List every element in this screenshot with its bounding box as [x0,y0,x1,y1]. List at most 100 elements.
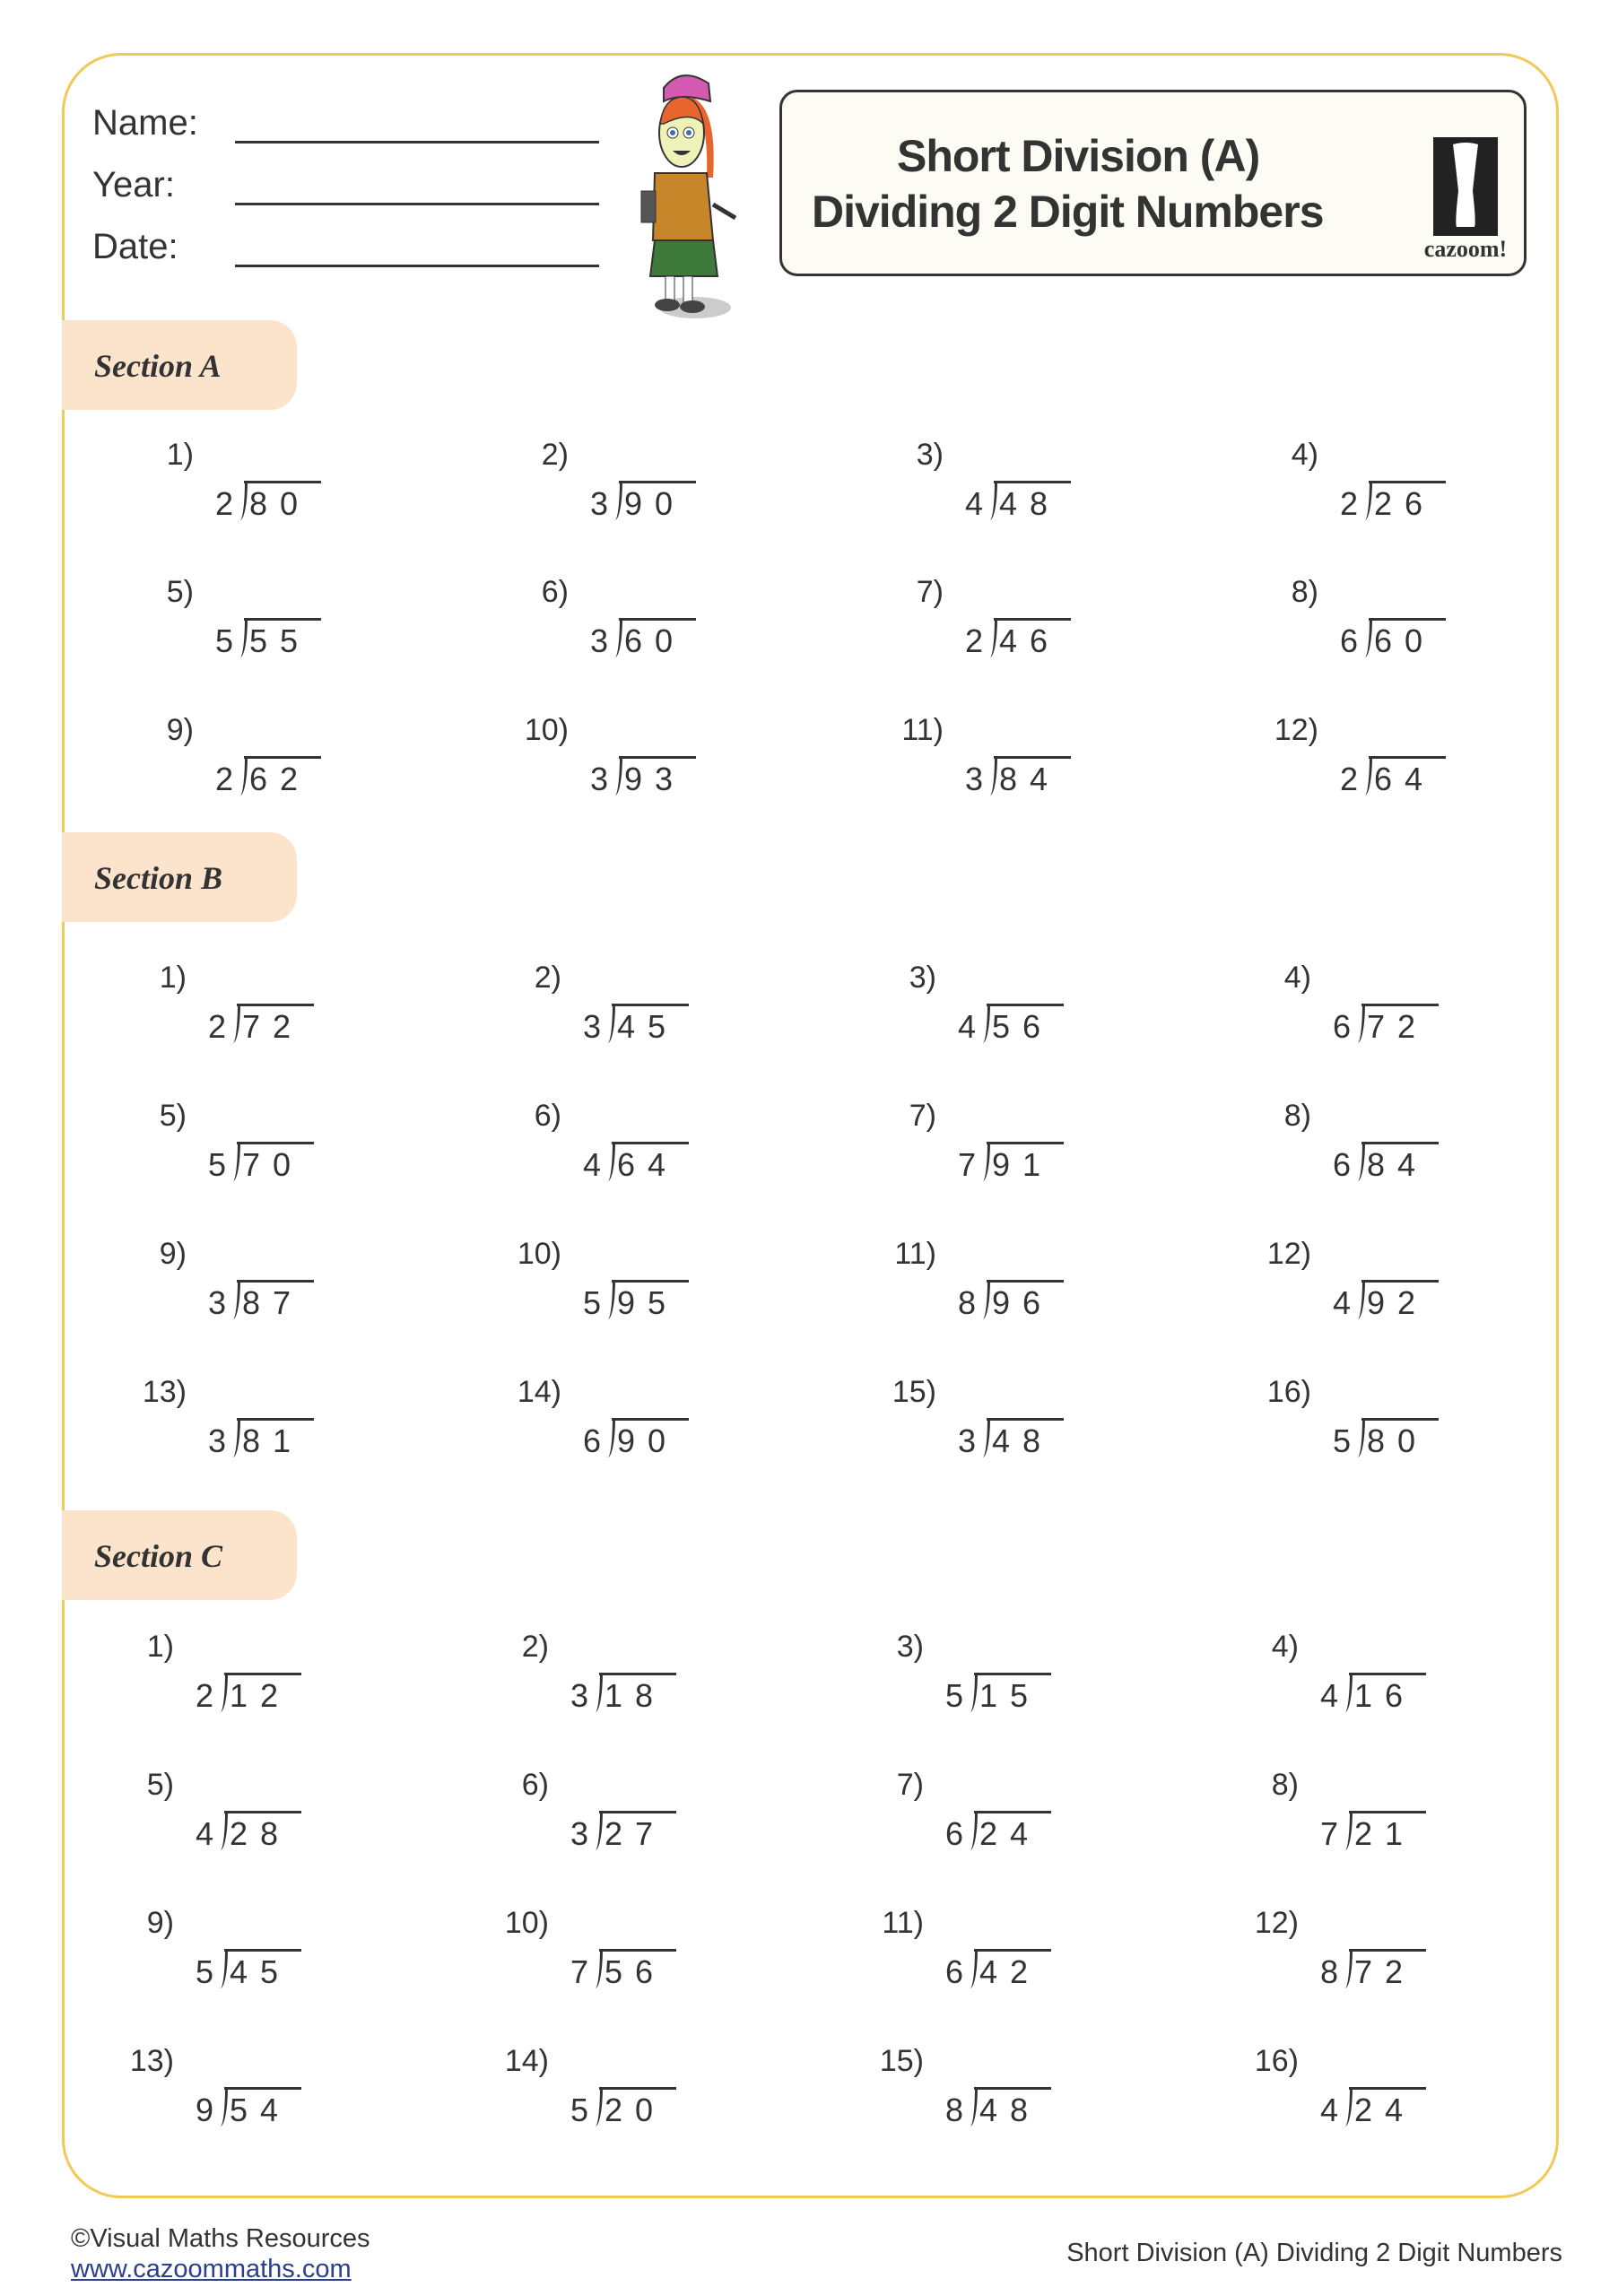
division-bar [1361,1004,1439,1006]
problem-number: 12) [1274,713,1318,747]
division-problem: 4) 2 26 [1265,438,1462,527]
dividend: 16 [1354,1677,1416,1714]
dividend: 80 [1367,1422,1429,1459]
division-bar [974,1811,1051,1813]
divisor: 3 [583,1008,602,1045]
divisor: 3 [590,485,609,522]
division-problem: 11) 3 84 [890,713,1087,803]
problem-number: 2) [541,438,569,472]
division-bracket [603,1418,615,1457]
problem-number: 2) [521,1630,549,1664]
division-bar [974,1949,1051,1952]
divisor: 3 [590,622,609,659]
footer-copyright: ©Visual Maths Resources [71,2224,370,2253]
division-problem: 5) 5 55 [140,575,337,665]
year-line[interactable] [235,203,599,205]
division-problem: 10) 3 93 [515,713,712,803]
dividend: 48 [979,2092,1041,2128]
division-bracket [1340,1811,1353,1850]
problem-number: 5) [146,1768,174,1802]
division-bracket [965,2087,978,2126]
problem-number: 11) [901,713,944,747]
divisor: 8 [945,2092,964,2128]
division-bracket [215,1673,228,1712]
division-bracket [235,481,248,520]
year-label: Year: [92,165,175,204]
problem-number: 11) [894,1237,936,1271]
dividend: 27 [605,1815,666,1852]
division-bar [1361,1142,1439,1144]
dividend: 56 [605,1953,666,1990]
divisor: 6 [1340,622,1359,659]
divisor: 5 [208,1146,227,1183]
dividend: 24 [1354,2092,1416,2128]
division-problem: 12) 8 72 [1245,1906,1442,1996]
problem-number: 15) [892,1375,936,1409]
footer-link[interactable]: www.cazoommaths.com [71,2255,352,2283]
divisor: 2 [1340,485,1359,522]
problem-number: 1) [166,438,194,472]
dividend: 28 [230,1815,291,1852]
division-bar [599,1673,676,1675]
division-bar [974,1673,1051,1675]
division-bar [612,1418,689,1421]
division-bar [994,618,1071,621]
divisor: 3 [570,1677,589,1714]
date-line[interactable] [235,265,599,267]
divisor: 4 [583,1146,602,1183]
division-problem: 6) 3 27 [495,1768,692,1857]
problem-number: 16) [1254,2044,1299,2078]
dividend: 24 [979,1815,1041,1852]
division-bracket [978,1142,990,1181]
division-bracket [215,1949,228,1988]
division-bracket [235,756,248,796]
division-problem: 7) 7 91 [883,1099,1080,1188]
dividend: 84 [1367,1146,1429,1183]
division-problem: 2) 3 45 [508,961,705,1050]
girl-illustration [640,74,737,318]
dividend: 62 [249,761,311,797]
division-bar [612,1004,689,1006]
division-bracket [1353,1280,1365,1319]
division-problem: 16) 4 24 [1245,2044,1442,2134]
division-problem: 6) 3 60 [515,575,712,665]
dividend: 12 [230,1677,291,1714]
problem-number: 3) [916,438,944,472]
division-problem: 5) 5 70 [133,1099,330,1188]
problem-number: 7) [916,575,944,609]
division-problem: 5) 4 28 [120,1768,318,1857]
divisor: 2 [965,622,984,659]
division-bracket [1340,2087,1353,2126]
division-bar [987,1280,1064,1283]
division-problem: 11) 8 96 [883,1237,1080,1326]
problem-number: 12) [1254,1906,1299,1940]
division-bracket [1340,1949,1353,1988]
dividend: 60 [1374,622,1436,659]
division-bar [599,1811,676,1813]
problem-number: 7) [896,1768,924,1802]
division-bar [237,1418,314,1421]
title-line-2: Dividing 2 Digit Numbers [812,187,1325,237]
division-bracket [985,618,997,657]
name-line[interactable] [235,141,599,144]
division-problem: 3) 4 48 [890,438,1087,527]
division-bracket [1340,1673,1353,1712]
dividend: 90 [624,485,686,522]
division-bar [1369,756,1446,759]
dividend: 93 [624,761,686,797]
division-bracket [228,1142,240,1181]
dividend: 96 [992,1284,1054,1321]
divisor: 3 [208,1422,227,1459]
division-bracket [985,481,997,520]
dividend: 72 [1367,1008,1429,1045]
name-label: Name: [92,103,198,143]
division-bracket [603,1142,615,1181]
problem-number: 14) [517,1375,561,1409]
divisor: 8 [1320,1953,1339,1990]
division-bracket [610,756,622,796]
dividend: 64 [1374,761,1436,797]
division-bar [224,1811,301,1813]
division-bracket [603,1004,615,1043]
divisor: 4 [965,485,984,522]
dividend: 18 [605,1677,666,1714]
